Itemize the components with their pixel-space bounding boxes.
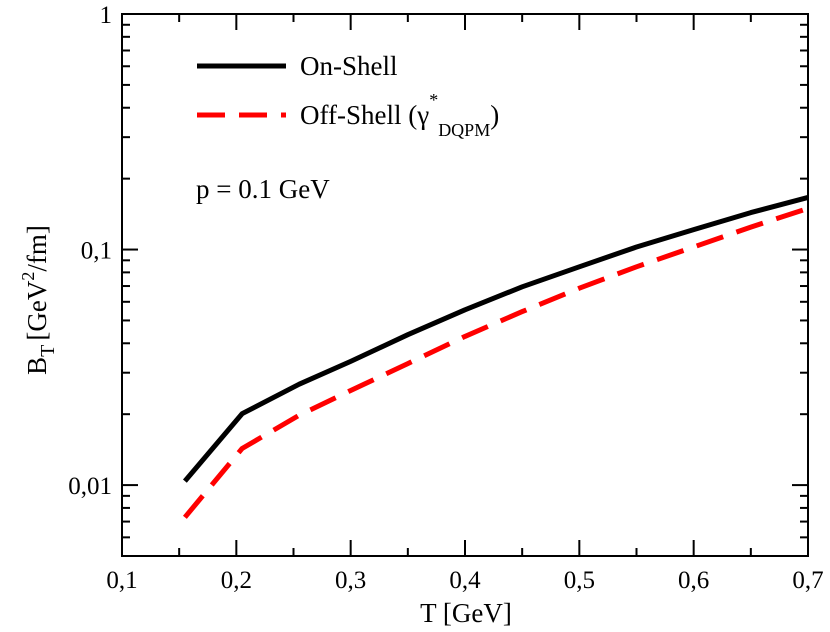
x-tick-label: 0,1	[106, 567, 137, 594]
legend: On-Shell Off-Shell (γ*DQPM)	[197, 51, 499, 140]
y-axis-title-unit-sup: 2	[18, 272, 38, 281]
x-tick-label: 0,7	[792, 567, 823, 594]
legend-off-shell-sub: DQPM	[438, 120, 490, 140]
legend-off-shell-symbol: γ	[416, 100, 429, 130]
y-axis-title-unit-pre: [GeV	[22, 280, 52, 340]
x-axis-title: T [GeV]	[420, 598, 512, 628]
y-tick-label: 1	[100, 2, 113, 29]
legend-off-shell-paren-open: (	[402, 100, 418, 130]
parameter-annotation: p = 0.1 GeV	[196, 174, 330, 204]
y-axis-title-sub: T	[37, 345, 59, 357]
x-tick-label: 0,5	[564, 567, 595, 594]
legend-label-off-shell: Off-Shell (γ*DQPM)	[300, 90, 499, 140]
axis-ticks: 0,1 0,2 0,3 0,4 0,5 0,6 0,7 0,01 0,1 1	[68, 2, 823, 594]
legend-off-shell-sup: *	[429, 90, 438, 110]
series-line-on-shell	[182, 194, 809, 483]
legend-off-shell-paren-close: )	[490, 100, 499, 130]
x-tick-label: 0,6	[678, 567, 709, 594]
x-tick-label: 0,2	[221, 567, 252, 594]
series-lines	[182, 194, 809, 519]
x-tick-label: 0,4	[449, 567, 481, 594]
x-tick-label: 0,3	[335, 567, 366, 594]
legend-off-shell-name: Off-Shell	[300, 100, 402, 130]
y-axis-title-unit-post: /fm]	[22, 225, 52, 272]
y-tick-label: 0,01	[68, 473, 112, 500]
plot-frame	[121, 13, 809, 557]
plot-area	[121, 13, 809, 557]
y-axis-title-base: B	[22, 357, 52, 375]
y-tick-label: 0,1	[81, 238, 112, 265]
y-axis-title: BT [GeV2/fm]	[18, 225, 59, 375]
series-line-off-shell	[182, 206, 809, 519]
legend-label-on-shell: On-Shell	[300, 51, 398, 81]
